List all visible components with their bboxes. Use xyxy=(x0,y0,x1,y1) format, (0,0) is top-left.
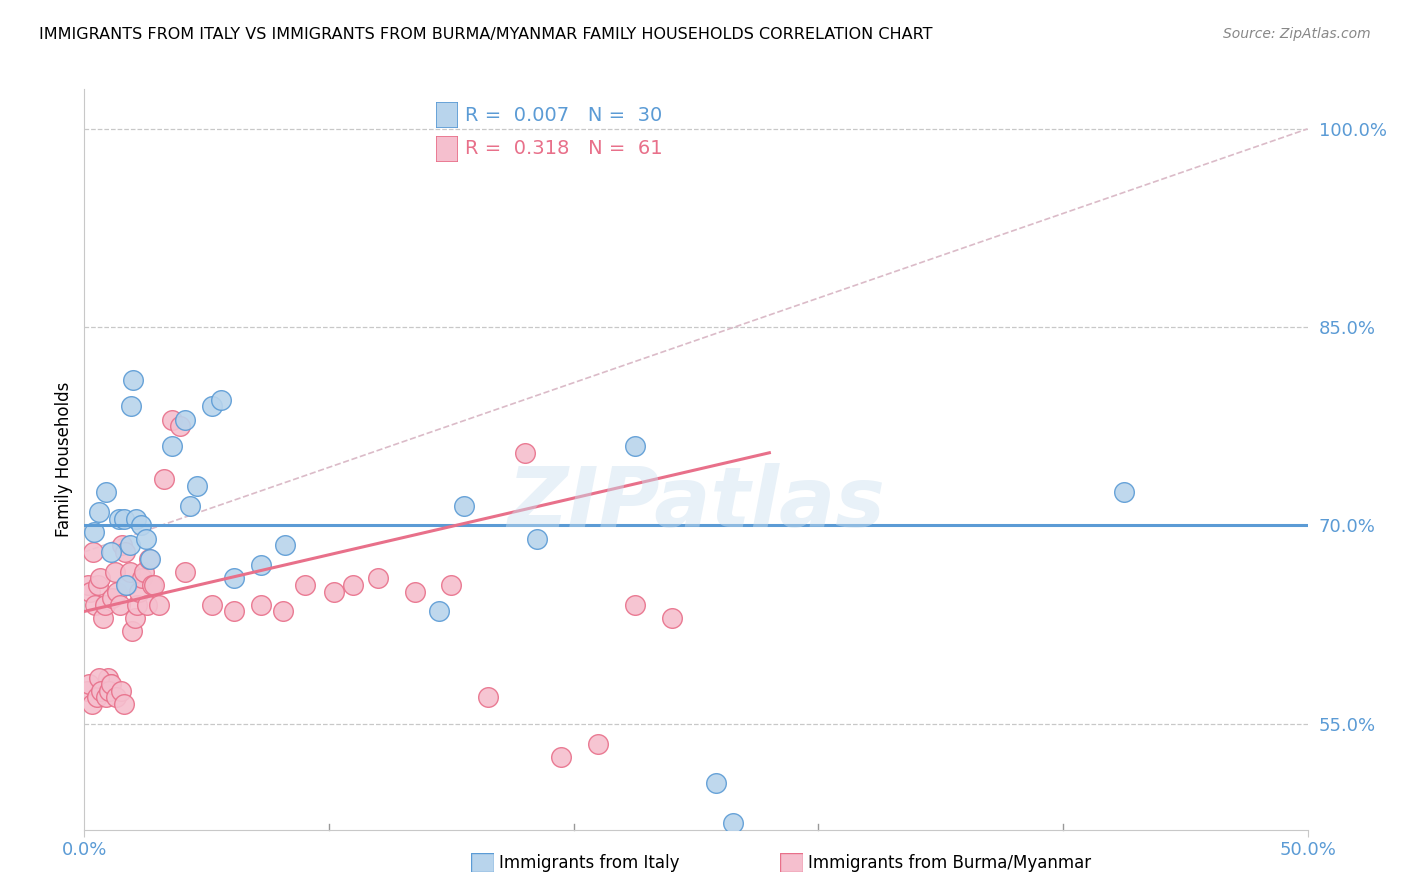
Point xyxy=(80,697,103,711)
Point xyxy=(148,598,170,612)
Point xyxy=(90,683,112,698)
Point xyxy=(134,565,156,579)
Point xyxy=(624,598,647,612)
Point xyxy=(111,538,134,552)
Point xyxy=(76,683,98,698)
Point xyxy=(1114,485,1136,500)
Point xyxy=(122,373,145,387)
Point xyxy=(104,565,127,579)
Text: Immigrants from Burma/Myanmar: Immigrants from Burma/Myanmar xyxy=(808,854,1091,871)
Point xyxy=(661,611,683,625)
Point xyxy=(173,413,195,427)
Point xyxy=(89,571,111,585)
Point xyxy=(139,551,162,566)
Point xyxy=(82,545,104,559)
Point xyxy=(141,578,163,592)
Point xyxy=(586,737,609,751)
Point xyxy=(110,683,132,698)
Text: R =  0.318   N =  61: R = 0.318 N = 61 xyxy=(465,139,664,159)
Point xyxy=(98,677,121,691)
Point xyxy=(97,683,120,698)
Point xyxy=(404,584,426,599)
Point xyxy=(704,776,727,790)
Point xyxy=(342,578,364,592)
Point xyxy=(94,598,117,612)
Point xyxy=(124,611,146,625)
Point xyxy=(125,512,148,526)
Point xyxy=(135,532,157,546)
Point xyxy=(77,578,100,592)
Point xyxy=(367,571,389,585)
Point xyxy=(121,624,143,639)
Point xyxy=(173,565,195,579)
Point xyxy=(125,598,148,612)
Point xyxy=(118,538,141,552)
Point xyxy=(87,578,110,592)
Point xyxy=(249,558,271,573)
Point xyxy=(96,485,118,500)
Point xyxy=(169,419,191,434)
Point xyxy=(477,690,499,705)
Point xyxy=(427,604,450,618)
Point xyxy=(83,525,105,540)
Point xyxy=(153,472,176,486)
Point xyxy=(143,578,166,592)
Text: Source: ZipAtlas.com: Source: ZipAtlas.com xyxy=(1223,27,1371,41)
Point xyxy=(87,671,110,685)
Point xyxy=(186,479,208,493)
Point xyxy=(79,584,101,599)
Point xyxy=(115,578,138,592)
Point xyxy=(513,446,536,460)
Y-axis label: Family Households: Family Households xyxy=(55,382,73,537)
Point xyxy=(128,584,150,599)
Point xyxy=(138,551,160,566)
Text: IMMIGRANTS FROM ITALY VS IMMIGRANTS FROM BURMA/MYANMAR FAMILY HOUSEHOLDS CORRELA: IMMIGRANTS FROM ITALY VS IMMIGRANTS FROM… xyxy=(39,27,932,42)
Point xyxy=(550,749,572,764)
Point xyxy=(135,598,157,612)
Point xyxy=(200,598,222,612)
Point xyxy=(209,392,232,407)
Point xyxy=(526,532,548,546)
Point xyxy=(100,545,122,559)
Point xyxy=(271,604,294,618)
Point xyxy=(91,611,114,625)
Point xyxy=(222,571,245,585)
Point xyxy=(624,439,647,453)
Point xyxy=(222,604,245,618)
Point xyxy=(100,677,122,691)
Point xyxy=(105,690,128,705)
Point xyxy=(179,499,201,513)
Point xyxy=(249,598,271,612)
Point xyxy=(129,518,152,533)
Point xyxy=(112,697,135,711)
Text: Immigrants from Italy: Immigrants from Italy xyxy=(499,854,679,871)
Point xyxy=(453,499,475,513)
Point xyxy=(114,545,136,559)
Point xyxy=(97,671,120,685)
Point xyxy=(294,578,316,592)
Text: R =  0.007   N =  30: R = 0.007 N = 30 xyxy=(465,105,662,125)
Point xyxy=(86,690,108,705)
Point xyxy=(322,584,344,599)
Point xyxy=(105,584,128,599)
Point xyxy=(84,598,107,612)
Point xyxy=(200,400,222,414)
Point xyxy=(118,565,141,579)
Point xyxy=(107,512,129,526)
Point xyxy=(440,578,463,592)
Point xyxy=(115,578,138,592)
Point xyxy=(108,598,131,612)
Point xyxy=(721,816,744,830)
Point xyxy=(112,512,135,526)
Point xyxy=(96,690,118,705)
Point xyxy=(120,400,142,414)
Text: ZIPatlas: ZIPatlas xyxy=(508,463,884,544)
Point xyxy=(77,677,100,691)
Point xyxy=(274,538,297,552)
Point xyxy=(162,413,184,427)
Point xyxy=(162,439,184,453)
Point xyxy=(101,591,124,606)
Point xyxy=(131,571,153,585)
Point xyxy=(87,505,110,519)
